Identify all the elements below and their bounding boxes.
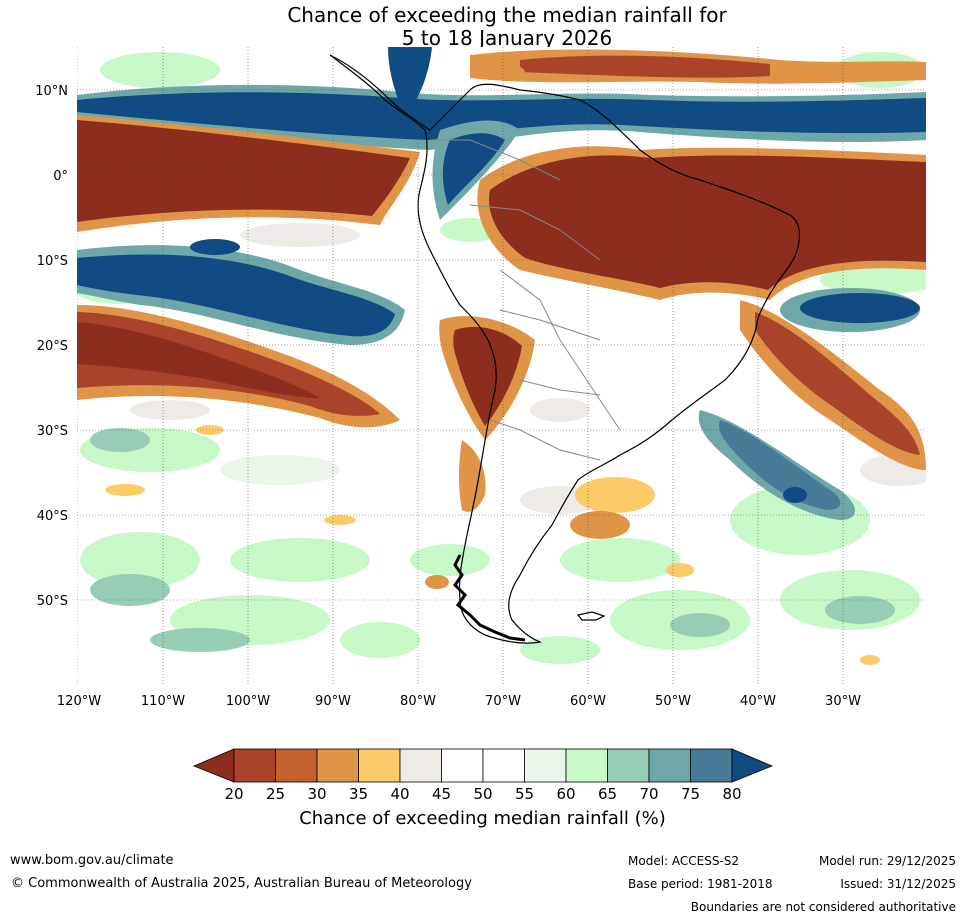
north-wet-band — [77, 47, 926, 220]
footer-model-run: Model run: 29/12/2025 — [818, 854, 956, 868]
lat-label-40s: 40°S — [37, 509, 68, 524]
colorbar-segment-60 — [565, 748, 608, 783]
colorbar-title: Chance of exceeding median rainfall (%) — [299, 808, 666, 829]
lon-label-100w: 100°W — [226, 694, 270, 709]
lon-label-120w: 120°W — [57, 694, 101, 709]
lon-label-110w: 110°W — [141, 694, 185, 709]
colorbar-segment-65 — [607, 748, 650, 783]
chart-title: Chance of exceeding the median rainfall … — [0, 4, 965, 50]
patagonia-fjords — [453, 554, 526, 642]
colorbar-tick-80: 80 — [722, 785, 741, 803]
coastline — [329, 54, 800, 644]
colorbar-min-arrow — [192, 748, 235, 783]
colorbar-ticks: 20 25 30 35 40 45 50 55 60 65 70 75 80 — [224, 785, 741, 803]
footer-model: Model: ACCESS-S2 — [628, 854, 740, 868]
colorbar-segment-40 — [399, 748, 442, 783]
colorbar-tick-55: 55 — [515, 785, 534, 803]
map-field — [77, 47, 926, 685]
lat-label-0: 0° — [53, 169, 68, 184]
footer-url: www.bom.gov.au/climate — [10, 853, 174, 868]
colorbar-segment-55 — [524, 748, 567, 783]
colorbar-tick-45: 45 — [432, 785, 451, 803]
lon-label-30w: 30°W — [825, 694, 861, 709]
colorbar-tick-30: 30 — [307, 785, 326, 803]
equatorial-dry-band — [77, 115, 420, 232]
lon-label-70w: 70°W — [485, 694, 521, 709]
lat-label-30s: 30°S — [37, 424, 68, 439]
colorbar-tick-40: 40 — [390, 785, 409, 803]
colorbar-segment-50 — [482, 748, 525, 783]
colorbar-segment-20 — [233, 748, 276, 783]
gridlines — [77, 47, 926, 685]
lon-label-40w: 40°W — [740, 694, 776, 709]
colorbar-tick-70: 70 — [639, 785, 658, 803]
colorbar-tick-75: 75 — [681, 785, 700, 803]
amazon-dry-region — [477, 146, 926, 300]
lon-label-90w: 90°W — [315, 694, 351, 709]
footer-disclaimer: Boundaries are not considered authoritat… — [690, 900, 956, 914]
lon-label-60w: 60°W — [570, 694, 606, 709]
colorbar-max-arrow — [731, 748, 774, 783]
colorbar-segment-75 — [690, 748, 733, 783]
colorbar: 20 25 30 35 40 45 50 55 60 65 70 75 80 — [192, 748, 774, 803]
longitude-labels: 120°W 110°W 100°W 90°W 80°W 70°W 60°W 50… — [57, 694, 861, 709]
colorbar-tick-60: 60 — [556, 785, 575, 803]
lat-label-50s: 50°S — [37, 594, 68, 609]
andes-dry-wedge — [439, 316, 535, 512]
colorbar-segment-25 — [275, 748, 318, 783]
colorbar-tick-65: 65 — [598, 785, 617, 803]
title-line-2: 5 to 18 January 2026 — [401, 26, 613, 50]
south-pacific-dry-band — [77, 305, 400, 428]
falklands — [576, 611, 606, 621]
south-pacific-wet-band — [77, 239, 405, 345]
lat-label-20s: 20°S — [37, 339, 68, 354]
colorbar-tick-50: 50 — [473, 785, 492, 803]
dry-dots — [105, 64, 880, 665]
north-dry-band — [470, 49, 926, 84]
colorbar-segment-70 — [648, 748, 691, 783]
title-line-1: Chance of exceeding the median rainfall … — [287, 3, 727, 27]
southwest-atlantic-dry — [570, 300, 926, 539]
footer-issued: Issued: 31/12/2025 — [840, 877, 956, 891]
latitude-labels: 10°N 0° 10°S 20°S 30°S 40°S 50°S — [35, 84, 68, 609]
footer-base-period: Base period: 1981-2018 — [628, 877, 773, 891]
lat-label-10n: 10°N — [35, 84, 68, 99]
grey-patches — [130, 223, 926, 514]
colorbar-tick-20: 20 — [224, 785, 243, 803]
lon-label-50w: 50°W — [655, 694, 691, 709]
borders — [430, 139, 621, 461]
lon-label-80w: 80°W — [400, 694, 436, 709]
colorbar-segment-45 — [441, 748, 484, 783]
southwest-atlantic-wet — [698, 288, 920, 520]
colorbar-tick-35: 35 — [349, 785, 368, 803]
colorbar-segment-35 — [358, 748, 401, 783]
lat-label-10s: 10°S — [37, 254, 68, 269]
colorbar-tick-25: 25 — [266, 785, 285, 803]
footer-copyright: © Commonwealth of Australia 2025, Austra… — [11, 876, 472, 891]
colorbar-segment-30 — [316, 748, 359, 783]
